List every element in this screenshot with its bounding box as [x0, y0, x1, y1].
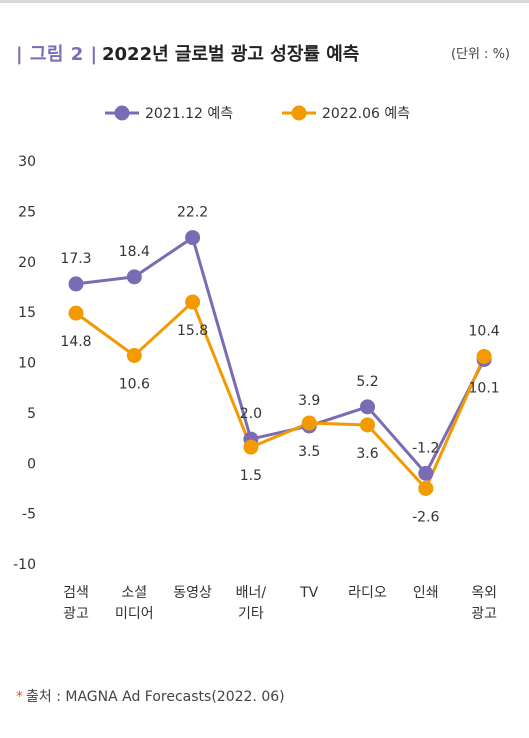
source-note: * 출처 : MAGNA Ad Forecasts(2022. 06) — [16, 686, 285, 706]
y-tick-label: 0 — [27, 456, 36, 472]
x-tick-label: TV — [299, 585, 319, 601]
data-point-s2 — [243, 439, 259, 455]
legend-marker-2 — [291, 105, 307, 121]
x-tick-label: 미디어 — [115, 606, 154, 622]
series-line-1 — [75, 236, 486, 475]
data-label-s2: 3.6 — [356, 446, 378, 462]
x-tick-label: 라디오 — [348, 585, 387, 601]
y-tick-label: 15 — [18, 305, 36, 321]
data-label-s2: 10.4 — [469, 323, 500, 339]
data-point-s2 — [360, 417, 375, 433]
figure-header: | 그림 2 | 2022년 글로벌 광고 성장률 예측 (단위 : %) — [16, 40, 516, 68]
data-point-s1 — [68, 276, 84, 292]
data-label-s2: 10.6 — [119, 376, 150, 392]
y-tick-label: 30 — [18, 154, 36, 170]
data-point-s1 — [418, 465, 434, 481]
top-rule — [0, 0, 529, 3]
x-tick-label: 광고 — [63, 606, 89, 622]
data-point-s1 — [185, 230, 201, 246]
x-tick-label: 인쇄 — [413, 585, 439, 601]
data-point-s1 — [360, 399, 375, 415]
x-tick-label: 광고 — [471, 606, 497, 622]
data-point-s2 — [68, 305, 84, 321]
data-label-s1: 3.9 — [298, 393, 320, 409]
y-tick-label: 5 — [27, 406, 36, 422]
y-tick-label: -10 — [13, 557, 36, 573]
x-tick-label: 동영상 — [173, 585, 212, 601]
legend-marker-1 — [114, 105, 130, 121]
x-tick-label: 옥외 — [471, 585, 497, 601]
x-tick-label: 소셜 — [121, 585, 147, 601]
data-point-s2 — [476, 348, 492, 364]
legend-label-1: 2021.12 예측 — [145, 106, 233, 122]
y-tick-label: -5 — [22, 507, 36, 523]
y-tick-label: 20 — [18, 255, 36, 271]
data-label-s1: 22.2 — [177, 205, 208, 221]
source-star: * — [16, 689, 23, 705]
data-label-s1: 2.0 — [240, 406, 262, 422]
data-label-s1: 18.4 — [119, 244, 150, 260]
data-label-s2: 3.5 — [298, 444, 320, 460]
data-label-s1: 17.3 — [60, 251, 91, 267]
data-label-s2: -2.6 — [412, 509, 439, 525]
source-text: 출처 : MAGNA Ad Forecasts(2022. 06) — [26, 689, 285, 705]
data-label-s2: 1.5 — [240, 468, 262, 484]
y-tick-label: 10 — [18, 356, 36, 372]
figure-label: | 그림 2 | — [16, 44, 98, 65]
data-label-s1: 10.1 — [469, 380, 500, 396]
x-tick-label: 검색 — [63, 585, 89, 601]
data-label-s2: 14.8 — [60, 334, 91, 350]
data-label-s1: 5.2 — [356, 374, 378, 390]
unit-label: (단위 : %) — [450, 47, 510, 62]
series-line-2 — [75, 300, 486, 490]
chart-title: 2022년 글로벌 광고 성장률 예측 — [102, 44, 360, 65]
y-tick-label: 25 — [18, 204, 36, 220]
data-label-s2: 15.8 — [177, 323, 208, 339]
data-label-s1: -1.2 — [412, 440, 439, 456]
line-chart: 2021.12 예측 2022.06 예측 30 25 20 15 10 5 0 -5 -10 검색광… — [13, 105, 500, 622]
data-point-s2 — [185, 294, 201, 310]
data-point-s2 — [301, 415, 317, 431]
x-tick-label: 배너/ — [236, 585, 267, 601]
data-point-s2 — [126, 347, 142, 363]
legend-label-2: 2022.06 예측 — [322, 106, 410, 122]
data-point-s1 — [126, 269, 142, 285]
x-tick-label: 기타 — [238, 606, 264, 622]
data-point-s2 — [418, 480, 434, 496]
